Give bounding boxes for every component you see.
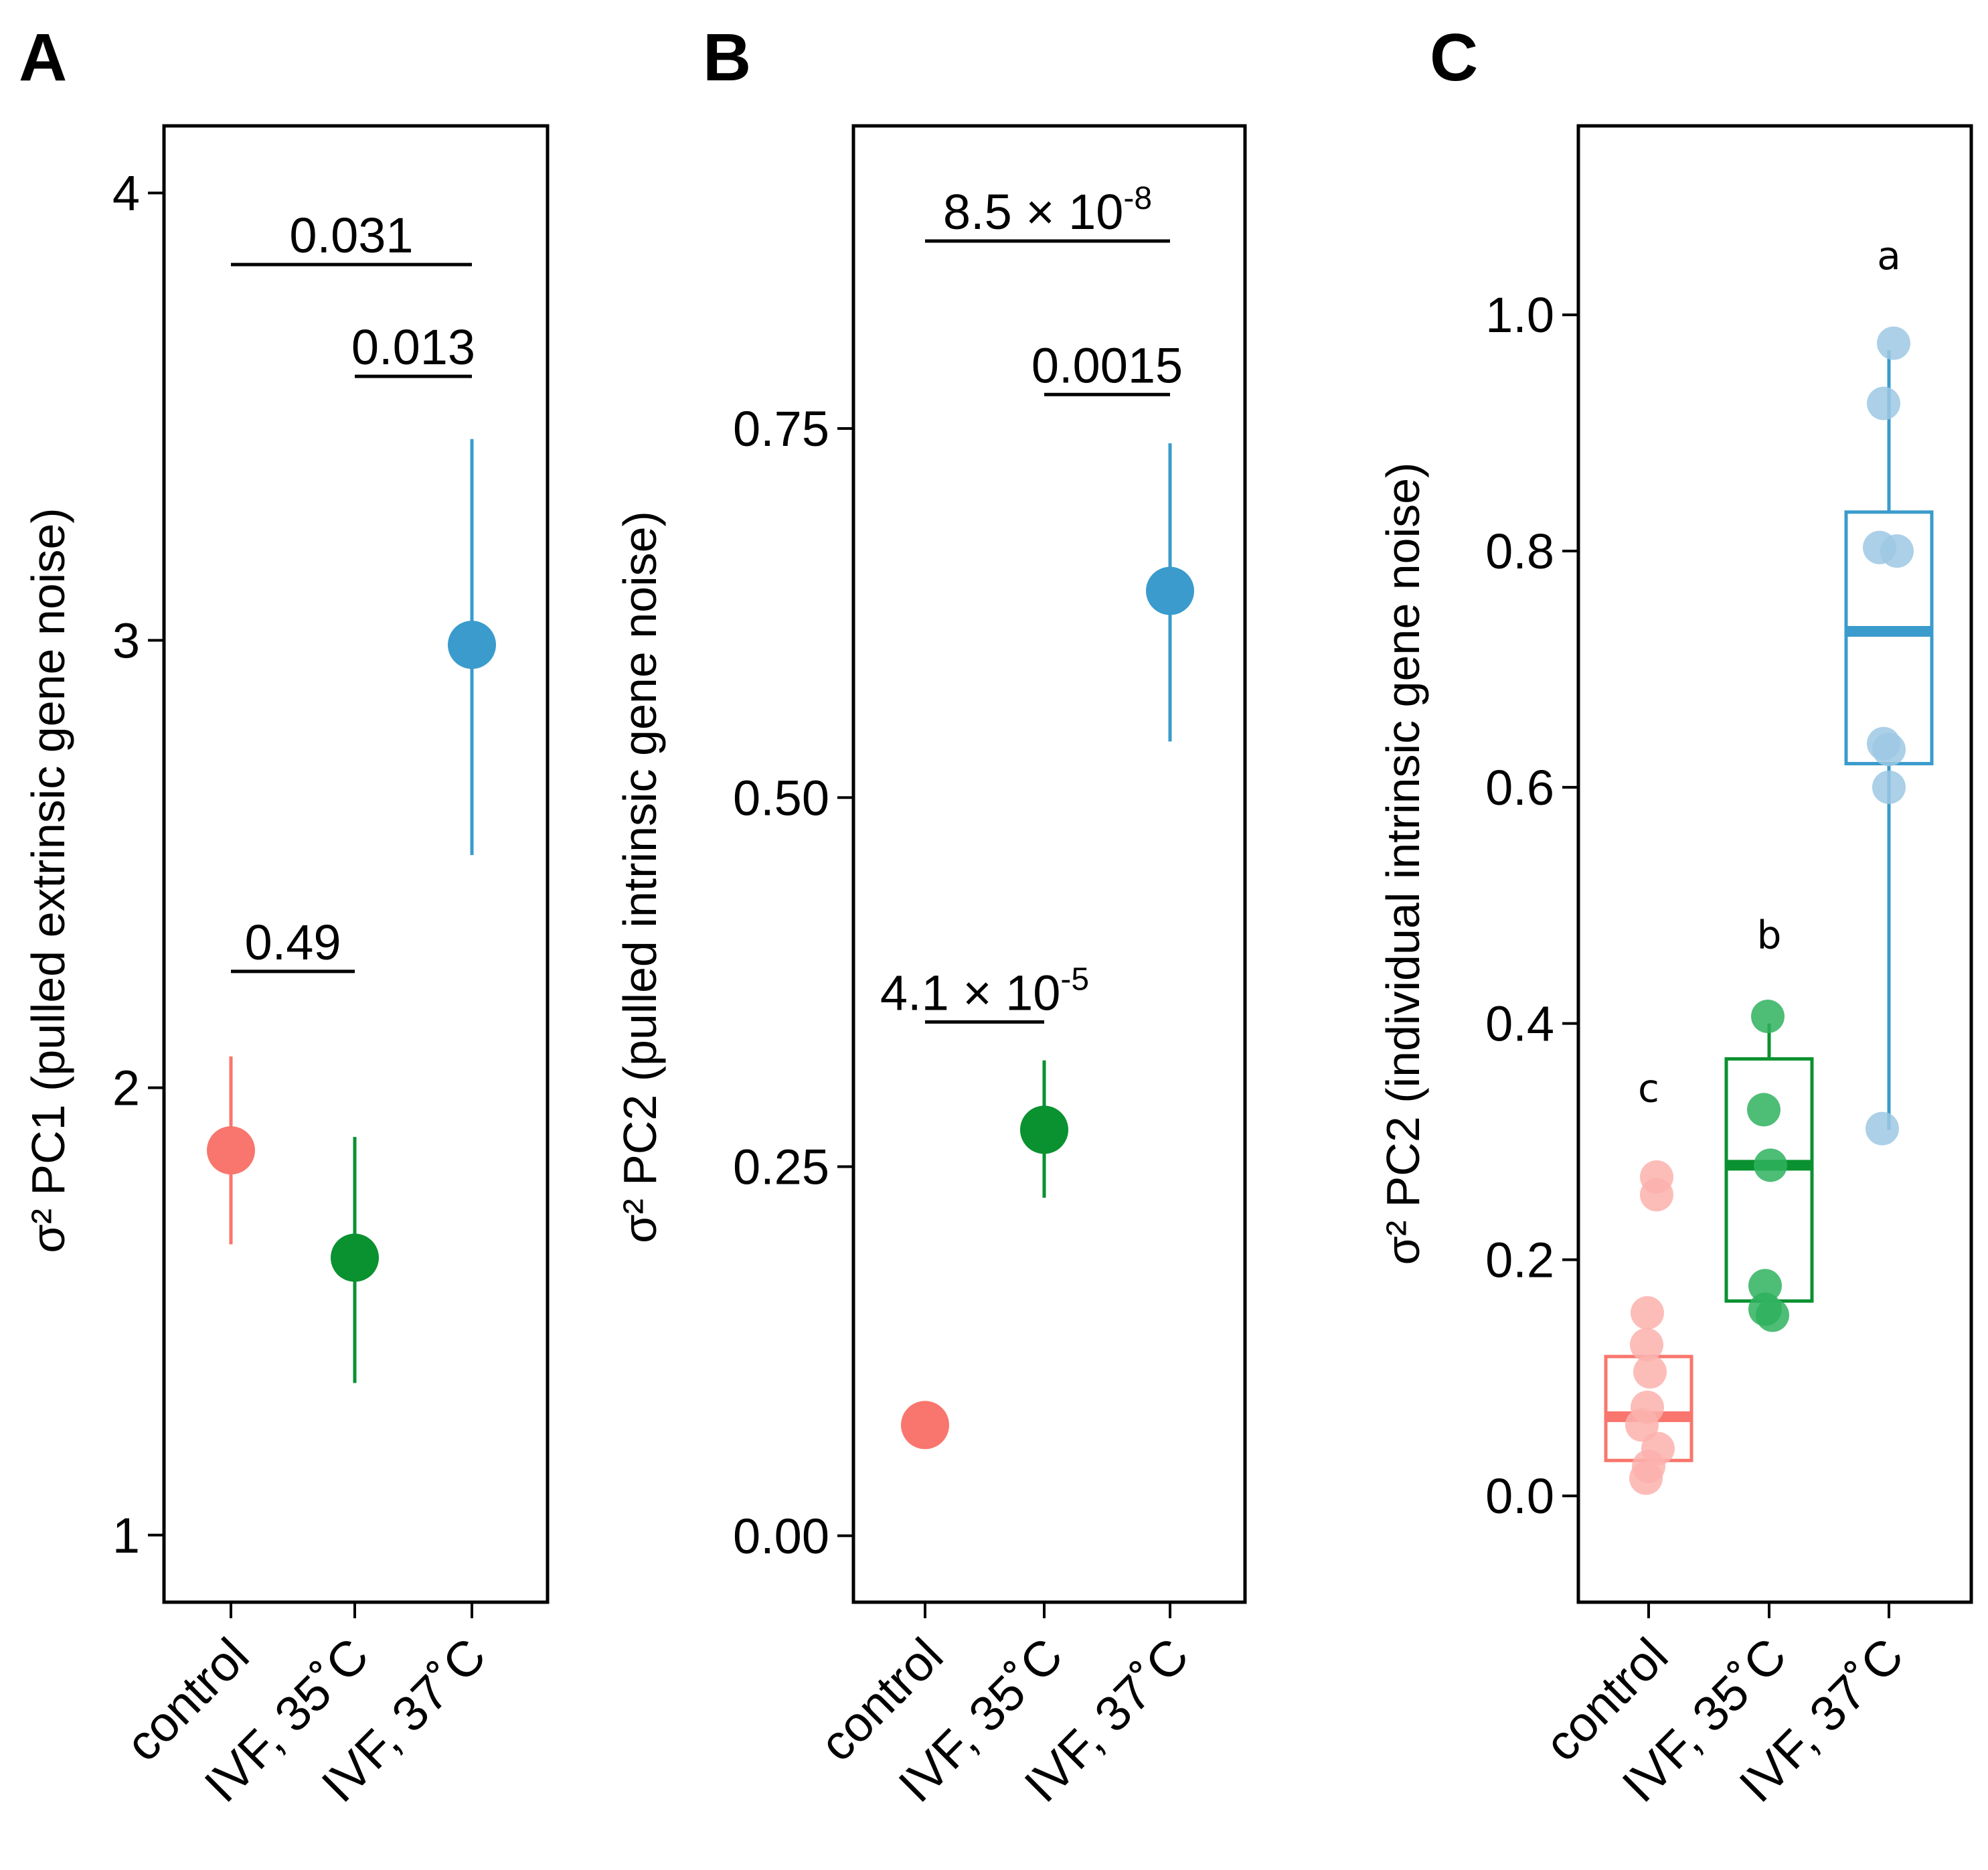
- panel-letter-c: C: [1430, 20, 1478, 95]
- data-point-control-4: [1633, 1355, 1667, 1389]
- y-axis-label-b: σ² PC2 (pulled intrinsic gene noise): [614, 511, 666, 1243]
- y-tick-label-b-3: 0.75: [733, 401, 829, 457]
- data-point-control-2: [1631, 1296, 1664, 1330]
- point-ivf35-a: [331, 1233, 379, 1282]
- y-tick-label-a-2: 3: [112, 613, 140, 668]
- plot-frame-b: [851, 124, 1247, 1604]
- data-point-ivf37-7: [1866, 1111, 1899, 1146]
- p-value-label-a-2: 0.49: [244, 915, 341, 970]
- panel-letter-a: A: [19, 20, 67, 95]
- p-value-label-b-0: 8.5 × 10-8: [943, 181, 1152, 240]
- panel-a: A σ² PC1 (pulled extrinsic gene noise) c…: [19, 20, 550, 1813]
- y-tick-label-c-0: 0.0: [1485, 1468, 1554, 1524]
- point-ivf37-b: [1146, 566, 1194, 615]
- x-tick-labels-b: control IVF, 35˚C IVF, 37˚C: [809, 1628, 1199, 1813]
- data-point-ivf37-6: [1872, 770, 1906, 804]
- panel-c: C σ² PC2 (individual intrinsic gene nois…: [1377, 20, 1973, 1813]
- y-tick-label-c-3: 0.6: [1485, 760, 1554, 815]
- panel-b: B σ² PC2 (pulled intrinsic gene noise) c…: [614, 20, 1247, 1813]
- y-tick-label-a-1: 2: [112, 1061, 140, 1116]
- data-point-control-1: [1640, 1178, 1673, 1212]
- group-letter-ivf35: b: [1757, 912, 1782, 957]
- group-letter-control: c: [1638, 1066, 1659, 1111]
- data-point-ivf37-1: [1867, 386, 1900, 420]
- data-point-control-6: [1625, 1408, 1659, 1442]
- y-axis-label-a: σ² PC1 (pulled extrinsic gene noise): [22, 508, 74, 1253]
- y-tick-label-c-1: 0.2: [1485, 1232, 1554, 1288]
- y-tick-label-b-1: 0.25: [733, 1140, 829, 1195]
- y-tick-label-c-4: 0.8: [1485, 524, 1554, 579]
- data-point-ivf35-3: [1748, 1269, 1782, 1303]
- p-value-label-a-1: 0.013: [351, 319, 475, 375]
- point-ivf37-a: [448, 621, 496, 670]
- x-tick-labels-c: control IVF, 35˚C IVF, 37˚C: [1534, 1628, 1914, 1813]
- y-axis-label-c: σ² PC2 (individual intrinsic gene noise): [1377, 463, 1429, 1265]
- panel-letter-b: B: [703, 20, 751, 95]
- data-point-ivf35-2: [1754, 1148, 1787, 1182]
- y-tick-label-b-2: 0.50: [733, 770, 829, 826]
- point-control-b: [901, 1401, 949, 1450]
- x-tick-labels-a: control IVF, 35˚C IVF, 37˚C: [115, 1628, 497, 1813]
- point-ivf35-b: [1020, 1105, 1068, 1154]
- data-point-ivf37-3: [1880, 534, 1914, 568]
- data-point-ivf35-0: [1751, 1000, 1785, 1034]
- data-point-ivf37-5: [1872, 732, 1906, 767]
- data-point-control-9: [1629, 1461, 1663, 1495]
- data-point-ivf35-5: [1756, 1298, 1789, 1332]
- data-point-ivf35-1: [1747, 1093, 1780, 1127]
- y-tick-label-a-0: 1: [112, 1508, 140, 1563]
- y-tick-label-a-3: 4: [112, 165, 140, 221]
- y-tick-label-b-0: 0.00: [733, 1508, 829, 1564]
- y-tick-label-c-2: 0.4: [1485, 996, 1554, 1052]
- point-control-a: [207, 1126, 255, 1175]
- p-value-label-b-2: 4.1 × 10-5: [880, 961, 1089, 1020]
- data-point-control-3: [1630, 1328, 1663, 1362]
- p-value-label-a-0: 0.031: [289, 208, 413, 263]
- group-letter-ivf37: a: [1877, 233, 1901, 279]
- p-value-label-b-1: 0.0015: [1031, 337, 1183, 393]
- plot-frame-c: [1576, 124, 1973, 1604]
- data-point-ivf37-0: [1877, 326, 1910, 360]
- y-tick-label-c-5: 1.0: [1485, 287, 1554, 343]
